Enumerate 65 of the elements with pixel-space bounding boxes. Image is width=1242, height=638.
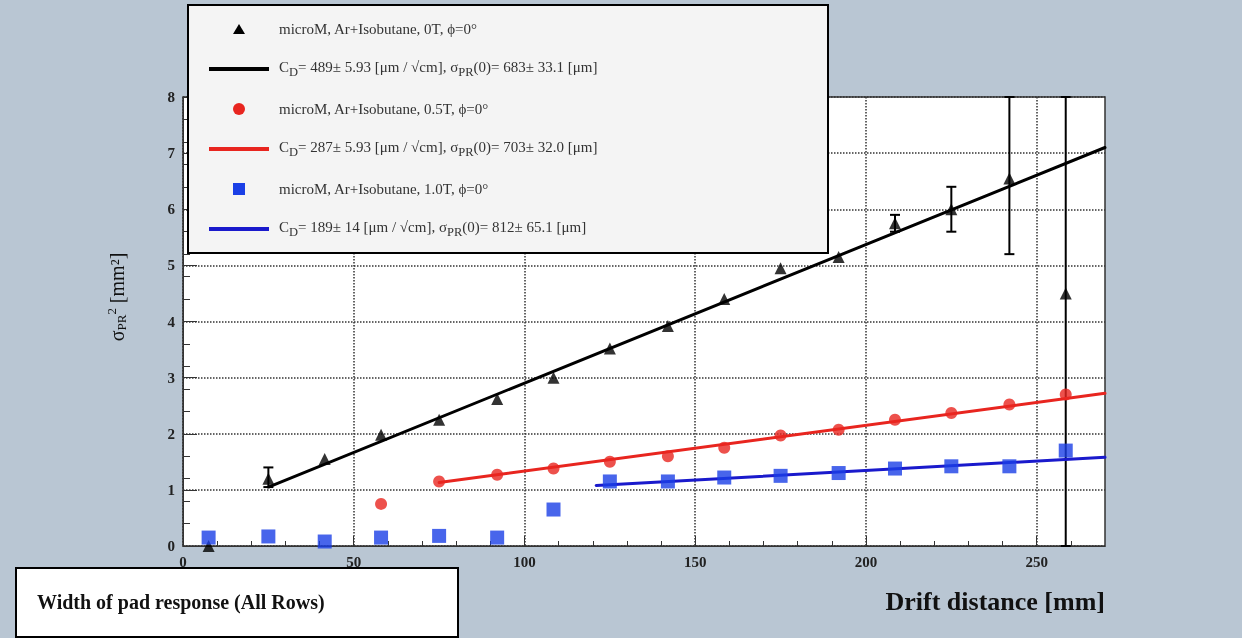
legend-label: microM, Ar+Isobutane, 1.0T, ϕ=0° bbox=[279, 180, 489, 198]
point bbox=[944, 459, 959, 474]
legend-label: C$_{D}$= 489± 5.93 [μm / √cm], σ$_{PR}$(0)= 683± 33.1 [μm] bbox=[279, 58, 598, 80]
point bbox=[1002, 459, 1017, 474]
point bbox=[832, 250, 845, 263]
point bbox=[490, 530, 505, 545]
x-tick-label: 0 bbox=[179, 553, 187, 570]
point bbox=[1003, 398, 1016, 411]
point bbox=[831, 466, 846, 481]
x-tick-label: 250 bbox=[1025, 553, 1048, 570]
x-tick-label: 150 bbox=[683, 553, 707, 570]
y-tick-label: 2 bbox=[167, 425, 175, 442]
point bbox=[661, 450, 674, 463]
point bbox=[491, 468, 504, 481]
point bbox=[375, 497, 388, 510]
point bbox=[718, 293, 731, 306]
point bbox=[603, 455, 616, 468]
point bbox=[889, 413, 901, 426]
point bbox=[433, 413, 446, 426]
point bbox=[1059, 388, 1072, 401]
point bbox=[661, 319, 674, 332]
x-tick-label: 50 bbox=[346, 553, 362, 570]
point bbox=[1059, 287, 1072, 300]
legend-label: microM, Ar+Isobutane, 0.5T, ϕ=0° bbox=[279, 100, 489, 118]
point bbox=[603, 342, 616, 355]
legend-label: C$_{D}$= 287± 5.93 [μm / √cm], σ$_{PR}$(0)= 703± 32.0 [μm] bbox=[279, 138, 598, 160]
y-tick-label: 4 bbox=[167, 313, 176, 330]
point bbox=[546, 502, 561, 517]
point bbox=[432, 528, 447, 543]
point bbox=[945, 203, 958, 216]
point bbox=[832, 423, 845, 436]
point bbox=[201, 530, 216, 545]
text: Width of pad response (All Rows) bbox=[37, 591, 325, 613]
point bbox=[718, 441, 731, 454]
legend-label: microM, Ar+Isobutane, 0T, ϕ=0° bbox=[279, 20, 478, 38]
point bbox=[374, 530, 389, 545]
point bbox=[1003, 172, 1016, 185]
point bbox=[774, 429, 787, 442]
point bbox=[433, 475, 446, 488]
point bbox=[945, 406, 958, 419]
point bbox=[547, 462, 560, 475]
x-tick-label: 200 bbox=[854, 553, 878, 570]
point bbox=[717, 470, 732, 485]
y-tick-label: 3 bbox=[167, 369, 175, 386]
point bbox=[318, 453, 331, 466]
x-axis-title: Drift distance [mm] bbox=[885, 586, 1105, 616]
y-tick-label: 0 bbox=[167, 538, 175, 554]
y-axis-title: σPR2 [mm²] bbox=[104, 252, 129, 342]
point bbox=[261, 529, 276, 544]
point bbox=[887, 461, 902, 476]
y-tick-label: 1 bbox=[167, 481, 175, 498]
point bbox=[547, 371, 560, 384]
point bbox=[317, 534, 332, 549]
point bbox=[1058, 443, 1073, 458]
x-tick-label: 100 bbox=[513, 553, 536, 570]
y-tick-label: 8 bbox=[167, 89, 175, 105]
legend-label: C$_{D}$= 189± 14 [μm / √cm], σ$_{PR}$(0)= 812± 65.1 [μm] bbox=[279, 218, 587, 240]
y-tick-label: 6 bbox=[167, 201, 176, 218]
point bbox=[602, 474, 617, 489]
y-tick-label: 7 bbox=[167, 145, 176, 162]
point bbox=[660, 474, 675, 489]
y-tick-label: 5 bbox=[167, 257, 175, 274]
point bbox=[774, 262, 787, 275]
point bbox=[375, 428, 388, 441]
point bbox=[773, 468, 788, 483]
